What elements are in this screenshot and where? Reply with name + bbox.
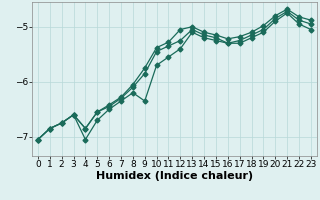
X-axis label: Humidex (Indice chaleur): Humidex (Indice chaleur) [96, 171, 253, 181]
